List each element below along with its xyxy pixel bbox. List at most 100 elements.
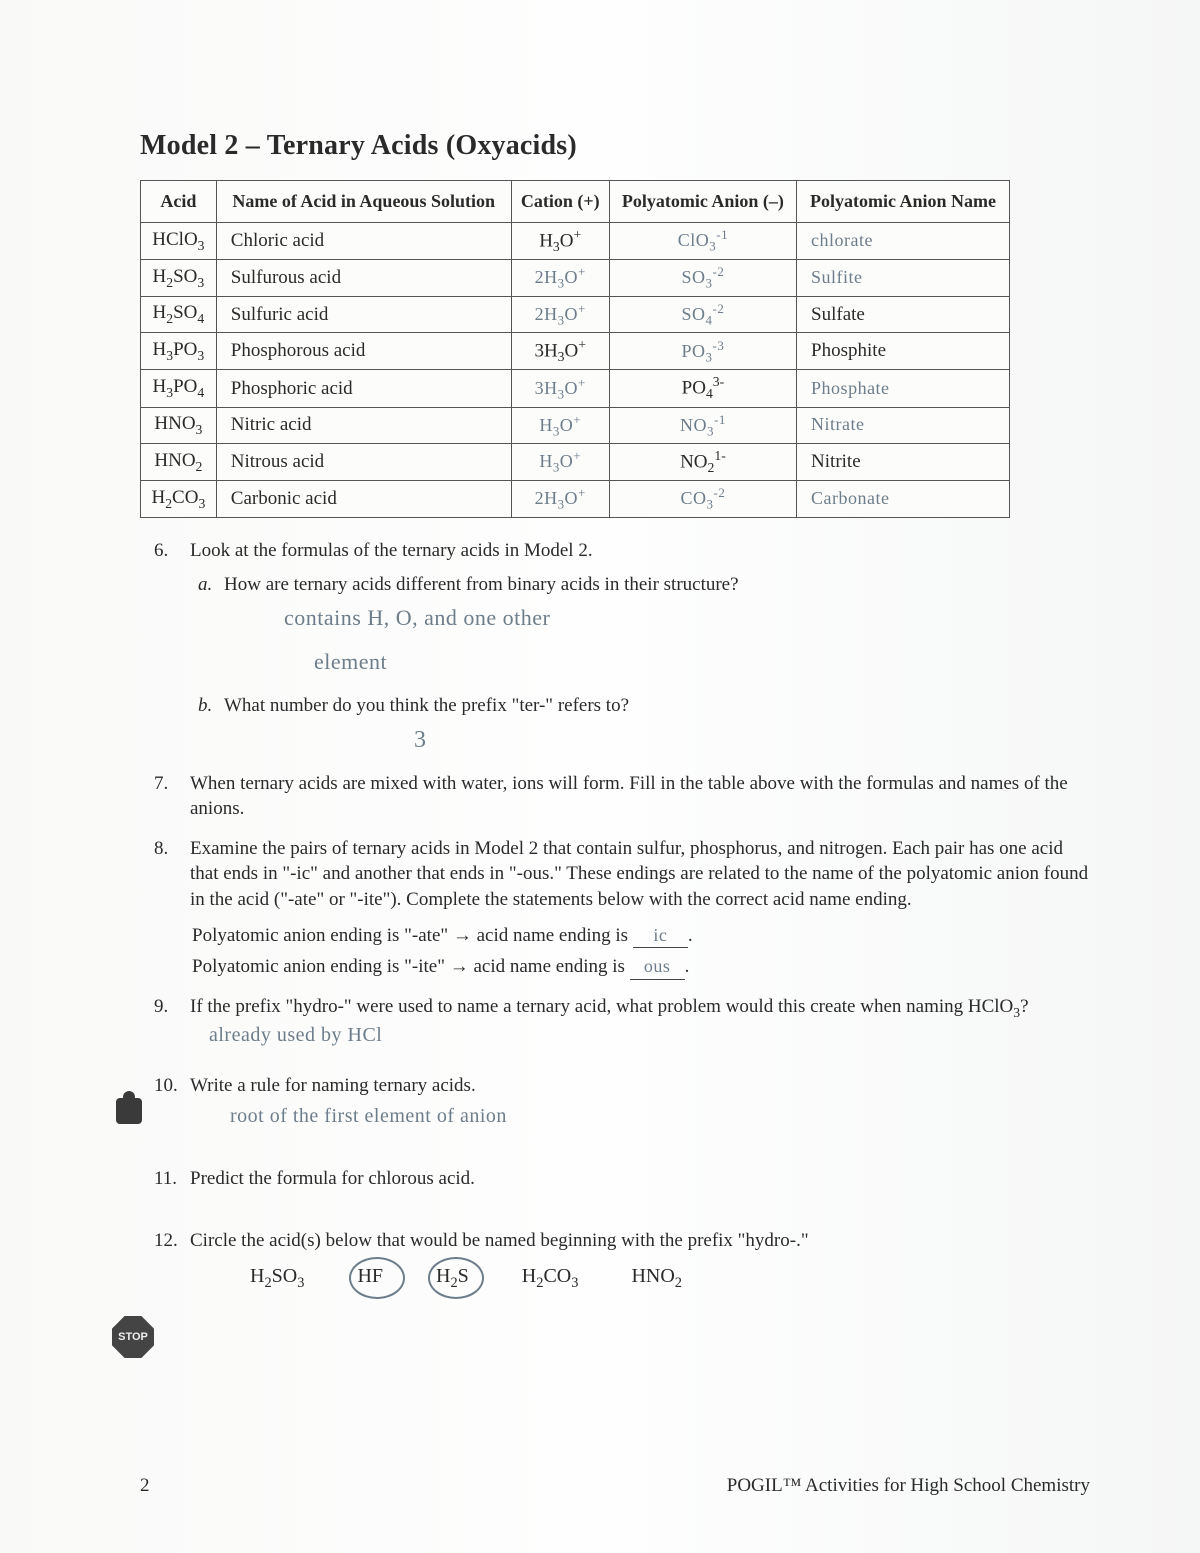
handwritten-answer: ous bbox=[630, 954, 685, 979]
cell-anion-name: Nitrite bbox=[797, 444, 1010, 481]
cell-name: Phosphorous acid bbox=[216, 333, 511, 370]
option: H2SO3 bbox=[250, 1263, 304, 1293]
table-row: H3PO4 Phosphoric acid 3H3O+ PO43- Phosph… bbox=[141, 370, 1010, 407]
cell-acid: H3PO3 bbox=[141, 333, 217, 370]
handwritten-answer: ic bbox=[633, 923, 688, 948]
cell-cation: H3O+ bbox=[511, 407, 609, 444]
handwritten-circle bbox=[349, 1257, 405, 1299]
cell-acid: H3PO4 bbox=[141, 370, 217, 407]
q-num: 8. bbox=[154, 836, 168, 862]
cell-cation: 3H3O+ bbox=[511, 370, 609, 407]
col-name: Name of Acid in Aqueous Solution bbox=[216, 181, 511, 223]
page-footer: 2 POGIL™ Activities for High School Chem… bbox=[140, 1475, 1090, 1497]
q-num: 6. bbox=[154, 538, 168, 564]
q-text: Examine the pairs of ternary acids in Mo… bbox=[190, 838, 1088, 910]
cell-name: Chloric acid bbox=[216, 223, 511, 260]
cell-cation: 2H3O+ bbox=[511, 296, 609, 333]
cell-anion: SO4-2 bbox=[609, 296, 796, 333]
cell-anion: NO21- bbox=[609, 444, 796, 481]
q-text: Predict the formula for chlorous acid. bbox=[190, 1168, 475, 1189]
cell-cation: H3O+ bbox=[511, 223, 609, 260]
col-anion: Polyatomic Anion (–) bbox=[609, 181, 796, 223]
cell-anion-name: chlorate bbox=[797, 223, 1010, 260]
cell-anion: PO3-3 bbox=[609, 333, 796, 370]
cell-cation: 2H3O+ bbox=[511, 481, 609, 518]
period: . bbox=[688, 925, 693, 946]
cell-acid: H2SO3 bbox=[141, 260, 217, 297]
cell-anion: PO43- bbox=[609, 370, 796, 407]
cell-name: Sulfuric acid bbox=[216, 296, 511, 333]
q-text: What number do you think the prefix "ter… bbox=[224, 695, 629, 716]
col-cation: Cation (+) bbox=[511, 181, 609, 223]
cell-cation: 2H3O+ bbox=[511, 260, 609, 297]
question-12: 12. Circle the acid(s) below that would … bbox=[190, 1228, 1090, 1294]
cell-anion-name: Phosphite bbox=[797, 333, 1010, 370]
question-7: 7. When ternary acids are mixed with wat… bbox=[190, 771, 1090, 822]
handwritten-answer: 3 bbox=[414, 724, 1090, 756]
line-prefix: Polyatomic anion ending is "-ite" → acid… bbox=[192, 956, 630, 977]
q-text: Write a rule for naming ternary acids. bbox=[190, 1075, 476, 1096]
question-11: 11. Predict the formula for chlorous aci… bbox=[190, 1166, 1090, 1192]
question-6b: b. What number do you think the prefix "… bbox=[224, 693, 1090, 757]
option: H2S bbox=[436, 1263, 469, 1293]
cell-name: Nitrous acid bbox=[216, 444, 511, 481]
q-num: 10. bbox=[154, 1073, 178, 1099]
cell-acid: HNO2 bbox=[141, 444, 217, 481]
cell-acid: H2SO4 bbox=[141, 296, 217, 333]
q-text: When ternary acids are mixed with water,… bbox=[190, 773, 1068, 820]
table-row: HNO2 Nitrous acid H3O+ NO21- Nitrite bbox=[141, 444, 1010, 481]
option: HF bbox=[357, 1263, 383, 1290]
table-row: H2SO4 Sulfuric acid 2H3O+ SO4-2 Sulfate bbox=[141, 296, 1010, 333]
col-anion-name: Polyatomic Anion Name bbox=[797, 181, 1010, 223]
table-row: HClO3 Chloric acid H3O+ ClO3-1 chlorate bbox=[141, 223, 1010, 260]
table-row: H2CO3 Carbonic acid 2H3O+ CO3-2 Carbonat… bbox=[141, 481, 1010, 518]
q-num: 12. bbox=[154, 1228, 178, 1254]
footer-credit: POGIL™ Activities for High School Chemis… bbox=[727, 1475, 1090, 1497]
question-10: 10. Write a rule for naming ternary acid… bbox=[190, 1073, 1090, 1130]
worksheet-page: Model 2 – Ternary Acids (Oxyacids) Acid … bbox=[0, 0, 1200, 1553]
sub-letter: b. bbox=[198, 693, 212, 719]
handwritten-circle bbox=[428, 1257, 484, 1299]
question-6a: a. How are ternary acids different from … bbox=[224, 572, 1090, 677]
handwritten-answer: root of the first element of anion bbox=[230, 1103, 1090, 1130]
fill-line-2: Polyatomic anion ending is "-ite" → acid… bbox=[192, 954, 1090, 980]
q-text: How are ternary acids different from bin… bbox=[224, 574, 739, 595]
questions: 6. Look at the formulas of the ternary a… bbox=[140, 538, 1090, 1294]
option: H2CO3 bbox=[522, 1263, 579, 1293]
options-row: H2SO3 HF H2S H2CO3 HNO2 bbox=[250, 1263, 1090, 1293]
cell-name: Carbonic acid bbox=[216, 481, 511, 518]
q-num: 7. bbox=[154, 771, 168, 797]
cell-cation: 3H3O+ bbox=[511, 333, 609, 370]
period: . bbox=[685, 956, 690, 977]
handwritten-answer: already used by HCl bbox=[209, 1024, 382, 1046]
cell-anion: SO3-2 bbox=[609, 260, 796, 297]
ternary-acids-table: Acid Name of Acid in Aqueous Solution Ca… bbox=[140, 180, 1010, 518]
question-8: 8. Examine the pairs of ternary acids in… bbox=[190, 836, 1090, 980]
page-number: 2 bbox=[140, 1475, 150, 1497]
cell-anion: NO3-1 bbox=[609, 407, 796, 444]
q-text: If the prefix "hydro-" were used to name… bbox=[190, 996, 1029, 1017]
section-title: Model 2 – Ternary Acids (Oxyacids) bbox=[140, 130, 1090, 162]
handwritten-answer: element bbox=[314, 647, 1090, 677]
q-text: Look at the formulas of the ternary acid… bbox=[190, 540, 593, 561]
cell-anion: ClO3-1 bbox=[609, 223, 796, 260]
question-6: 6. Look at the formulas of the ternary a… bbox=[190, 538, 1090, 757]
q-num: 9. bbox=[154, 994, 168, 1020]
cell-anion-name: Sulfate bbox=[797, 296, 1010, 333]
cell-anion-name: Sulfite bbox=[797, 260, 1010, 297]
cell-acid: H2CO3 bbox=[141, 481, 217, 518]
fill-line-1: Polyatomic anion ending is "-ate" → acid… bbox=[192, 923, 1090, 949]
cell-anion-name: Phosphate bbox=[797, 370, 1010, 407]
sub-letter: a. bbox=[198, 572, 212, 598]
cell-anion-name: Carbonate bbox=[797, 481, 1010, 518]
table-row: HNO3 Nitric acid H3O+ NO3-1 Nitrate bbox=[141, 407, 1010, 444]
q-num: 11. bbox=[154, 1166, 177, 1192]
option: HNO2 bbox=[631, 1263, 682, 1293]
cell-acid: HClO3 bbox=[141, 223, 217, 260]
cell-anion: CO3-2 bbox=[609, 481, 796, 518]
line-prefix: Polyatomic anion ending is "-ate" → acid… bbox=[192, 925, 633, 946]
question-9: 9. If the prefix "hydro-" were used to n… bbox=[190, 994, 1090, 1049]
cell-name: Phosphoric acid bbox=[216, 370, 511, 407]
stop-icon: STOP bbox=[112, 1316, 154, 1358]
table-row: H2SO3 Sulfurous acid 2H3O+ SO3-2 Sulfite bbox=[141, 260, 1010, 297]
